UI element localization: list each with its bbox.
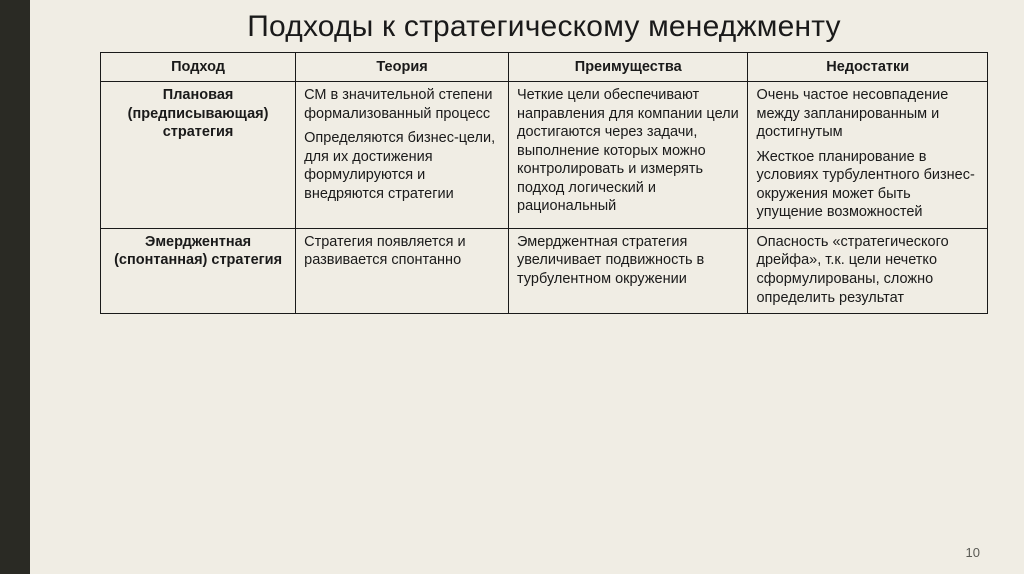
cell-theory: Стратегия появляется и развивается спонт… xyxy=(296,228,509,313)
cell-para: Стратегия появляется и развивается спонт… xyxy=(304,233,500,270)
cell-para: Опасность «стратегического дрейфа», т.к.… xyxy=(756,233,979,307)
col-header-disadvantages: Недостатки xyxy=(748,52,988,82)
col-header-advantages: Преимущества xyxy=(509,52,748,82)
cell-advantages: Четкие цели обеспечивают направления для… xyxy=(509,82,748,229)
cell-disadvantages: Очень частое несовпадение между запланир… xyxy=(748,82,988,229)
page-title: Подходы к стратегическому менеджменту xyxy=(100,8,988,46)
col-header-theory: Теория xyxy=(296,52,509,82)
cell-para: Очень частое несовпадение между запланир… xyxy=(756,86,979,142)
table-row: Плановая (предписывающая) стратегия СМ в… xyxy=(101,82,988,229)
slide-content: Подходы к стратегическому менеджменту По… xyxy=(30,0,1024,574)
cell-approach: Эмерджентная (спонтанная) стратегия xyxy=(101,228,296,313)
col-header-approach: Подход xyxy=(101,52,296,82)
approaches-table: Подход Теория Преимущества Недостатки Пл… xyxy=(100,52,988,315)
cell-para: Четкие цели обеспечивают направления для… xyxy=(517,86,739,216)
cell-para: СМ в значительной степени формализованны… xyxy=(304,86,500,123)
cell-approach: Плановая (предписывающая) стратегия xyxy=(101,82,296,229)
cell-para: Жесткое планирование в условиях турбулен… xyxy=(756,148,979,222)
cell-theory: СМ в значительной степени формализованны… xyxy=(296,82,509,229)
cell-para: Определяются бизнес-цели, для их достиже… xyxy=(304,129,500,203)
table-header-row: Подход Теория Преимущества Недостатки xyxy=(101,52,988,82)
cell-advantages: Эмерджентная стратегия увеличивает подви… xyxy=(509,228,748,313)
accent-bar xyxy=(0,0,30,574)
table-row: Эмерджентная (спонтанная) стратегия Стра… xyxy=(101,228,988,313)
cell-para: Эмерджентная стратегия увеличивает подви… xyxy=(517,233,739,289)
cell-disadvantages: Опасность «стратегического дрейфа», т.к.… xyxy=(748,228,988,313)
page-number: 10 xyxy=(966,545,980,560)
